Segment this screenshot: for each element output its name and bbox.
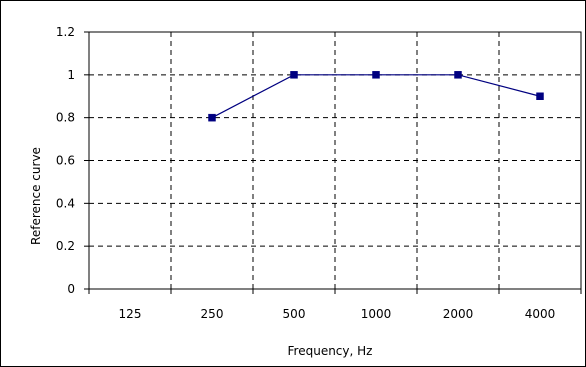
- x-tick-label: 4000: [525, 307, 556, 321]
- data-point-marker: [290, 71, 298, 79]
- y-tick-label: 0.4: [56, 196, 75, 210]
- x-tick-label: 500: [283, 307, 306, 321]
- y-tick-label: 1.2: [56, 25, 75, 39]
- x-tick-label: 125: [119, 307, 142, 321]
- y-tick-label: 1: [67, 68, 75, 82]
- label-layer: 0 0.2 0.4 0.6 0.8 1 1.2 125 250 500 1000 2000 4000: [56, 25, 555, 321]
- x-axis-title: Frequency, Hz: [288, 344, 373, 358]
- data-point-marker: [536, 92, 544, 100]
- x-tick-label: 250: [201, 307, 224, 321]
- x-tick-label: 2000: [443, 307, 474, 321]
- data-point-marker: [454, 71, 462, 79]
- y-tick-label: 0.2: [56, 239, 75, 253]
- y-tick-label: 0: [67, 282, 75, 296]
- axis-layer: [84, 31, 582, 294]
- data-point-marker: [372, 71, 380, 79]
- series-layer: [208, 71, 544, 122]
- y-tick-label: 0.6: [56, 154, 75, 168]
- y-axis-title: Reference curve: [29, 147, 43, 245]
- data-point-marker: [208, 113, 216, 122]
- x-tick-label: 1000: [361, 307, 392, 321]
- y-tick-label: 0.8: [56, 111, 75, 125]
